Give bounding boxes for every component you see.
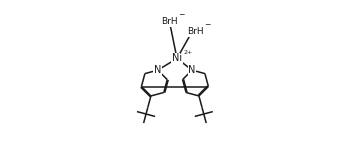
Text: N: N	[188, 65, 196, 75]
Text: BrH: BrH	[187, 27, 203, 36]
Text: N: N	[154, 65, 161, 75]
Text: BrH: BrH	[161, 17, 178, 26]
Text: 2+: 2+	[183, 50, 192, 55]
Text: −: −	[204, 20, 211, 29]
Text: Ni: Ni	[172, 53, 182, 63]
Text: −: −	[178, 10, 184, 19]
